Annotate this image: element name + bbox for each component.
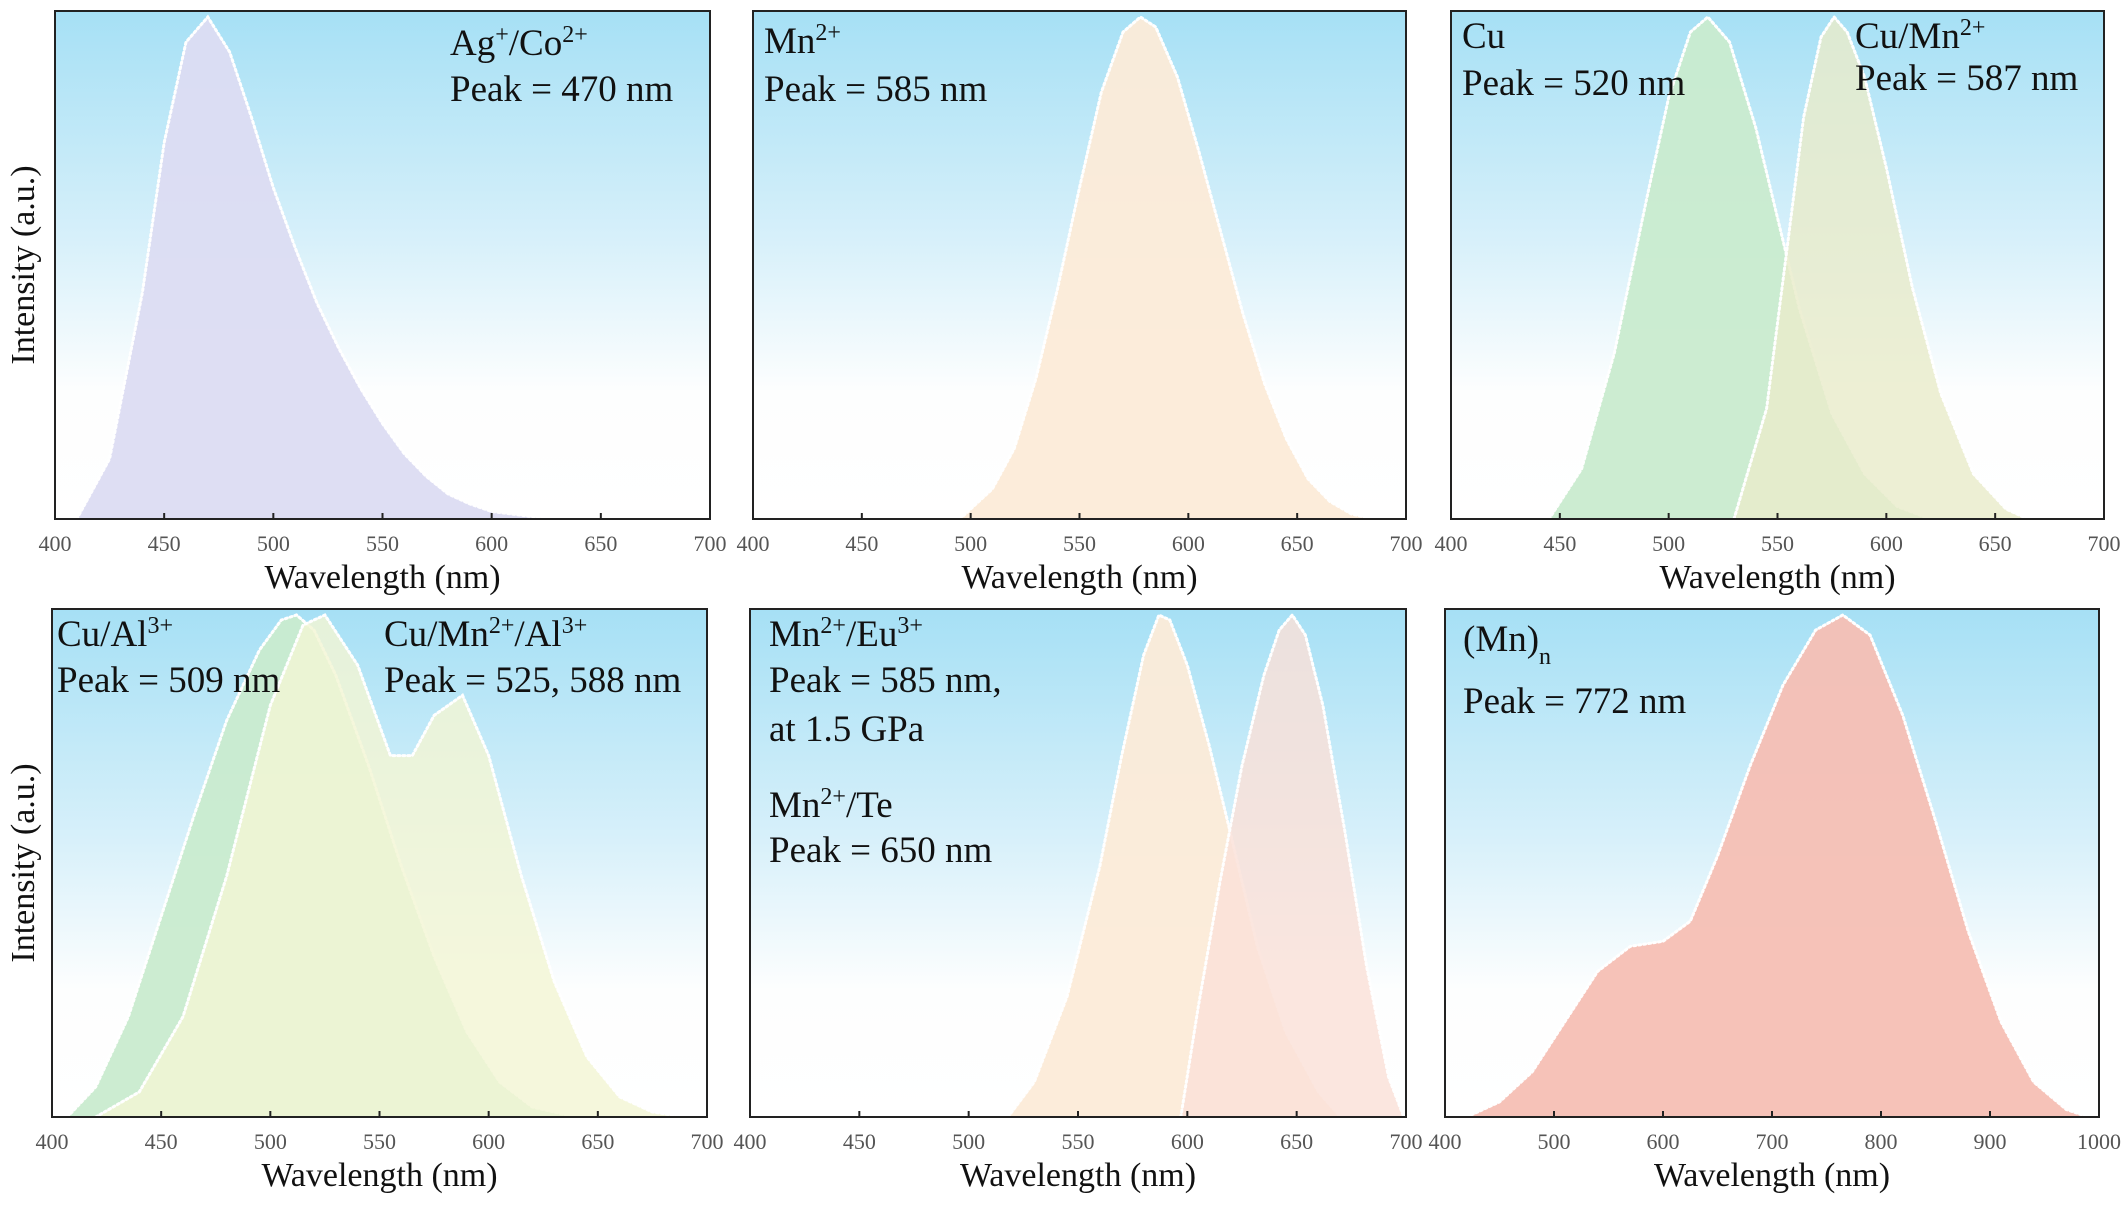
panel-5: 400 450 500 550 600 650 700 Wavelength (nm) Mn2+… — [734, 608, 1423, 1194]
x-tick-label: 450 — [1543, 531, 1576, 556]
x-tick-label: 400 — [1429, 1129, 1462, 1154]
spectrum-outline-2 — [1179, 612, 1406, 1119]
x-tick-label: 800 — [1865, 1129, 1898, 1154]
x-tick-label: 400 — [39, 531, 72, 556]
spectrum-area-1 — [959, 17, 1374, 519]
x-tick-label: 500 — [1538, 1129, 1571, 1154]
annotation-mnte-label: Mn2+/Te — [769, 784, 893, 826]
x-tick-label: 700 — [2088, 531, 2121, 556]
x-tick-label: 400 — [36, 1129, 69, 1154]
x-tick-label: 550 — [1063, 531, 1096, 556]
x-tick-label: 450 — [845, 531, 878, 556]
panel-1: 400 450 500 550 600 650 700 Wavelength (nm) Inte… — [5, 10, 727, 596]
x-tick-label: 500 — [257, 531, 290, 556]
annotation-mnte-peak: Peak = 650 nm — [769, 830, 993, 871]
x-tick-label: 450 — [148, 531, 181, 556]
annotation-mneu-label: Mn2+/Eu3+ — [769, 613, 923, 655]
spectrum-outline-1 — [1465, 613, 2090, 1119]
x-axis-label: Wavelength (nm) — [1654, 1157, 1890, 1194]
x-tick-label: 1000 — [2077, 1129, 2121, 1154]
spectrum-area-1 — [1466, 615, 2089, 1117]
x-tick-label: 500 — [1652, 531, 1685, 556]
annotation-mneu-cond: at 1.5 GPa — [769, 709, 924, 750]
spectrum-area-2 — [1180, 615, 1404, 1117]
spectrum-area-1 — [76, 17, 580, 519]
annotation-ag-peak: Peak = 470 nm — [450, 69, 674, 110]
annotation-mnn-label: (Mn)n — [1463, 619, 1551, 670]
spectrum-outline-2 — [94, 613, 687, 1119]
spectrum-outline-1 — [75, 14, 581, 521]
y-axis-label: Intensity (a.u.) — [5, 165, 42, 364]
annotation-mn-peak: Peak = 585 nm — [764, 69, 988, 110]
x-tick-label: 400 — [737, 531, 770, 556]
x-tick-label: 550 — [1062, 1129, 1095, 1154]
x-tick-label: 650 — [1281, 531, 1314, 556]
x-axis-label: Wavelength (nm) — [264, 559, 500, 596]
panel-3: 400 450 500 550 600 650 700 Wavelength (nm) Cu Pe… — [1435, 10, 2121, 596]
x-tick-label: 700 — [1390, 531, 1423, 556]
annotation-cual-peak: Peak = 509 nm — [57, 660, 281, 701]
annotation-ag-label: Ag+/Co2+ — [450, 22, 588, 64]
x-tick-label: 700 — [1390, 1129, 1423, 1154]
y-axis-label: Intensity (a.u.) — [5, 763, 42, 962]
x-tick-label: 650 — [584, 531, 617, 556]
x-tick-label: 400 — [1435, 531, 1468, 556]
annotation-cumn-peak: Peak = 587 nm — [1855, 58, 2079, 99]
x-tick-label: 550 — [363, 1129, 396, 1154]
x-tick-label: 450 — [145, 1129, 178, 1154]
spectrum-area-2 — [1734, 17, 2028, 519]
x-tick-label: 600 — [1870, 531, 1903, 556]
x-tick-label: 700 — [1756, 1129, 1789, 1154]
annotation-cumn-label: Cu/Mn2+ — [1855, 15, 1985, 57]
x-axis-label: Wavelength (nm) — [961, 559, 1197, 596]
x-tick-label: 500 — [952, 1129, 985, 1154]
x-tick-label: 600 — [1647, 1129, 1680, 1154]
x-tick-label: 450 — [843, 1129, 876, 1154]
x-tick-label: 550 — [366, 531, 399, 556]
x-axis-label: Wavelength (nm) — [261, 1157, 497, 1194]
x-tick-label: 500 — [254, 1129, 287, 1154]
spectrum-outline-2 — [1732, 14, 2030, 521]
spectrum-area-2 — [95, 615, 686, 1117]
annotation-mnn-peak: Peak = 772 nm — [1463, 681, 1687, 722]
annotation-cual-label: Cu/Al3+ — [57, 613, 173, 655]
x-axis-label: Wavelength (nm) — [1659, 559, 1895, 596]
panel-6: 400 500 600 700 800 900 1000 Wavelength (nm) (Mn… — [1429, 608, 2121, 1194]
x-tick-label: 700 — [691, 1129, 724, 1154]
x-tick-label: 400 — [734, 1129, 767, 1154]
x-tick-label: 900 — [1974, 1129, 2007, 1154]
x-tick-label: 650 — [1280, 1129, 1313, 1154]
x-tick-label: 650 — [1979, 531, 2012, 556]
panel-4: 400 450 500 550 600 650 700 Wavelength (nm) Inte… — [5, 608, 724, 1194]
annotation-cu-peak: Peak = 520 nm — [1462, 63, 1686, 104]
spectrum-outline-1 — [958, 15, 1375, 521]
annotation-mn-label: Mn2+ — [764, 20, 841, 62]
annotation-cumnal-peak: Peak = 525, 588 nm — [384, 660, 682, 701]
x-axis-label: Wavelength (nm) — [960, 1157, 1196, 1194]
panel-2: 400 450 500 550 600 650 700 Wavelength (nm) Mn2+… — [737, 10, 1423, 596]
x-tick-label: 600 — [475, 531, 508, 556]
x-tick-label: 500 — [954, 531, 987, 556]
x-tick-label: 600 — [1171, 1129, 1204, 1154]
spectrum-area-1 — [1549, 17, 1930, 519]
annotation-mneu-peak: Peak = 585 nm, — [769, 660, 1002, 701]
x-tick-label: 700 — [694, 531, 727, 556]
x-tick-label: 550 — [1761, 531, 1794, 556]
annotation-cu-label: Cu — [1462, 16, 1505, 57]
x-tick-label: 600 — [472, 1129, 505, 1154]
annotation-cumnal-label: Cu/Mn2+/Al3+ — [384, 613, 587, 655]
x-tick-label: 600 — [1172, 531, 1205, 556]
x-tick-label: 650 — [581, 1129, 614, 1154]
